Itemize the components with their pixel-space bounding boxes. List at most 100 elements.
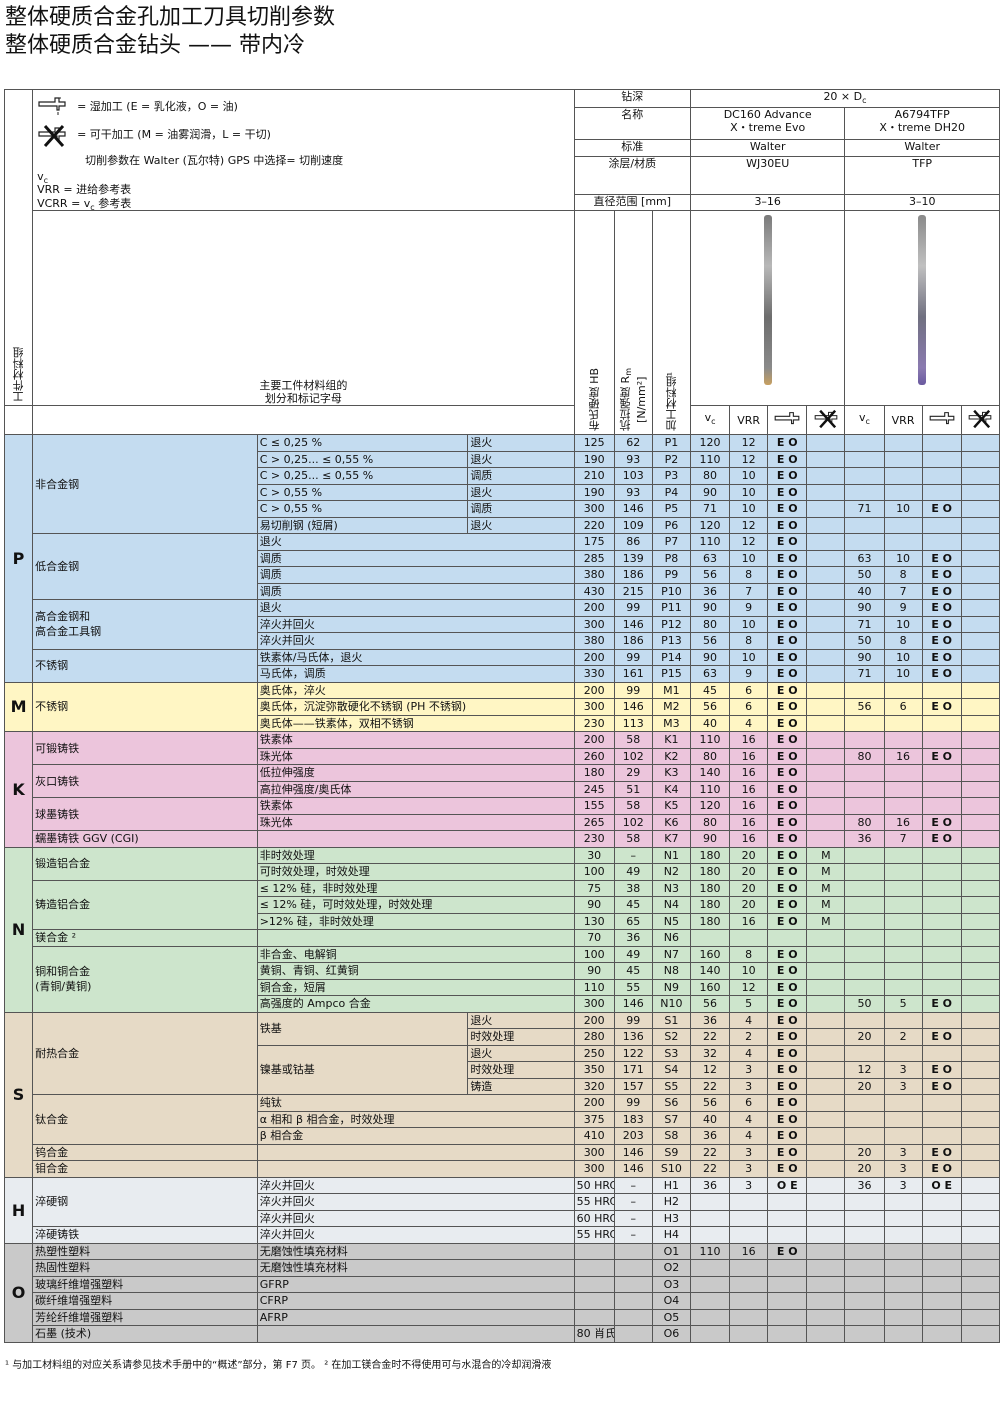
tensile-strength: 102 — [613, 813, 653, 831]
tool1-dry — [806, 1160, 846, 1178]
material-group-code: P13 — [651, 632, 691, 650]
tool2-vc: 20 — [844, 1143, 885, 1161]
material-subgroup: 奥氏体，沉淀弥散硬化不锈钢 (PH 不锈钢) — [256, 698, 575, 716]
tool2-vrr — [883, 1242, 923, 1260]
material-group-code: O1 — [651, 1242, 691, 1260]
hardness-hb: 300 — [573, 1143, 615, 1161]
tool1-vc — [689, 1259, 731, 1277]
tool1-vc — [689, 1292, 731, 1310]
material-condition: 退火 — [467, 516, 575, 534]
material-condition: 退火 — [467, 434, 575, 452]
tool1-dry: M — [806, 896, 846, 914]
tool2-vc — [844, 450, 885, 468]
tool2-vc — [844, 1226, 885, 1244]
tool1-dry — [806, 1127, 846, 1145]
tool2-dry — [960, 1127, 1000, 1145]
tool2-vrr — [883, 714, 923, 732]
tool1-wet — [767, 1259, 808, 1277]
tool1-dry — [806, 665, 846, 683]
material-subgroup: GFRP — [256, 1275, 575, 1293]
material-group-name: 玻璃纤维增强塑料 — [32, 1275, 258, 1293]
tool1-wet — [767, 1209, 808, 1227]
tool1-dry — [806, 681, 846, 699]
material-subgroup — [256, 1325, 575, 1343]
material-subgroup: 淬火并回火 — [256, 632, 575, 650]
tool2-wet — [921, 1242, 962, 1260]
tool2-vc-header: vc — [844, 405, 885, 435]
tool1-name: DC160 Advance X・treme Evo — [689, 107, 846, 141]
table-row: O 热塑性塑料 无磨蚀性填充材料 O1 110 16 E O — [3, 1242, 1000, 1343]
tool2-vrr — [883, 1209, 923, 1227]
tool1-vrr: 5 — [729, 995, 769, 1013]
tool1-wet: E O — [767, 615, 808, 633]
tool2-wet — [921, 797, 962, 815]
tool2-vc: 90 — [844, 599, 885, 617]
tool2-vrr: 3 — [883, 1061, 923, 1079]
tool2-vrr — [883, 929, 923, 947]
hardness-hb: 175 — [573, 533, 615, 551]
hardness-hb: 410 — [573, 1127, 615, 1145]
hardness-hb: 260 — [573, 747, 615, 765]
tool2-vrr: 6 — [883, 698, 923, 716]
material-group-name: 低合金钢 — [32, 533, 258, 600]
tool1-wet: E O — [767, 896, 808, 914]
tool1-dry — [806, 533, 846, 551]
tool1-wet: E O — [767, 846, 808, 864]
material-subgroup: 可时效处理，时效处理 — [256, 863, 575, 881]
tool2-vc: 90 — [844, 648, 885, 666]
material-subgroup: 黄铜、青铜、红黄铜 — [256, 962, 575, 980]
tool1-vc: 180 — [689, 912, 731, 930]
name-label: 名称 — [573, 107, 691, 141]
tool1-wet: E O — [767, 1011, 808, 1029]
material-group-code: N6 — [651, 929, 691, 947]
material-group-code: O2 — [651, 1259, 691, 1277]
material-group-code: N3 — [651, 879, 691, 897]
tool1-vc: 90 — [689, 648, 731, 666]
tool1-dry — [806, 698, 846, 716]
tool2-wet — [921, 1226, 962, 1244]
tool2-vrr — [883, 780, 923, 798]
tool1-vc: 110 — [689, 533, 731, 551]
tool1-dry — [806, 450, 846, 468]
tensile-strength — [613, 1259, 653, 1277]
table-row: K 可锻铸铁 铁素体 200 58 K1 110 16 E O — [3, 731, 1000, 848]
tool2-dry — [960, 665, 1000, 683]
legend-dry: = 可干加工 (M = 油雾润滑，L = 干切) — [77, 128, 271, 141]
tool1-vrr: 4 — [729, 1011, 769, 1029]
tool2-dry — [960, 434, 1000, 452]
tool1-vc: 63 — [689, 549, 731, 567]
hardness-hb: 55 HRC — [573, 1193, 615, 1211]
table-row: H 淬硬钢 淬火并回火 50 HRC – H1 36 3 O E 36 3 O E — [3, 1176, 1000, 1244]
tool1-dry — [806, 483, 846, 501]
tool2-vrr — [883, 846, 923, 864]
tool2-vc: 80 — [844, 747, 885, 765]
tool2-dry — [960, 582, 1000, 600]
legend-vrr: VRR = 进给参考表 — [37, 183, 132, 196]
cutting-parameter-table: 工件材料组 = 湿加工 (E = 乳化液，O = 油) = 可干加工 (M = … — [3, 88, 1000, 1343]
tensile-strength — [613, 1275, 653, 1293]
tool2-dry — [960, 632, 1000, 650]
tool2-vrr: 3 — [883, 1077, 923, 1095]
tool2-dry — [960, 879, 1000, 897]
material-group-name: 镁合金 ² — [32, 929, 258, 947]
tool2-dry — [960, 863, 1000, 881]
tool2-vc — [844, 1242, 885, 1260]
material-group-code: S10 — [651, 1160, 691, 1178]
tool1-vrr: 20 — [729, 896, 769, 914]
hardness-hb: 250 — [573, 1044, 615, 1062]
hardness-hb: 30 — [573, 846, 615, 864]
tool2-vrr — [883, 1226, 923, 1244]
material-group-name: 钼合金 — [32, 1160, 258, 1178]
tool2-wet: E O — [921, 549, 962, 567]
standard-label: 标准 — [573, 139, 691, 157]
material-group-name: 锻造铝合金 — [32, 846, 258, 881]
tool2-dry — [960, 1242, 1000, 1260]
tool2-dry — [960, 846, 1000, 864]
tensile-strength: 58 — [613, 830, 653, 848]
tool2-vrr: 16 — [883, 747, 923, 765]
tool1-vc — [689, 1308, 731, 1326]
tensile-strength: 139 — [613, 549, 653, 567]
tool1-vrr: 8 — [729, 632, 769, 650]
tool2-dry — [960, 1028, 1000, 1046]
material-group-name: 钛合金 — [32, 1094, 258, 1145]
